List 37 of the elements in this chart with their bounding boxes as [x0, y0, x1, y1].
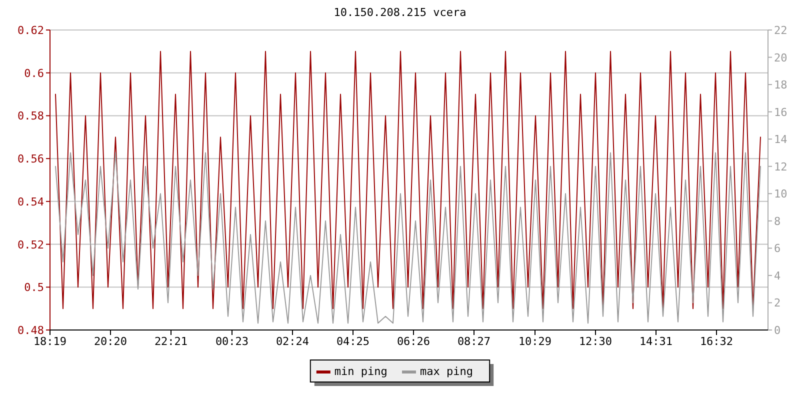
y-tick-label: 0.5	[24, 281, 44, 294]
y-tick-label: 0.48	[18, 324, 44, 337]
line-series	[55, 152, 761, 324]
y2-tick-label: 4	[774, 269, 781, 282]
x-tick-label: 06:26	[396, 335, 430, 348]
y2-tick-label: 8	[774, 214, 781, 228]
x-tick-label: 16:32	[700, 335, 734, 348]
x-tick-label: 20:20	[94, 335, 128, 348]
y2-tick-label: 10	[774, 188, 788, 201]
y-tick-label: 0.56	[18, 152, 44, 166]
y2-tick-label: 12	[774, 160, 788, 174]
chart-title: 10.150.208.215 vcera	[334, 6, 466, 19]
y2-tick-label: 6	[774, 242, 781, 256]
y2-tick-label: 16	[774, 106, 788, 119]
x-tick-label: 18:19	[33, 335, 67, 348]
legend-label: max ping	[420, 365, 473, 378]
x-tick-label: 10:29	[518, 335, 552, 348]
y-tick-label: 0.54	[18, 195, 44, 208]
y-tick-label: 0.6	[24, 66, 44, 80]
y-tick-label: 0.62	[18, 24, 44, 37]
y-tick-label: 0.52	[18, 238, 44, 252]
legend-label: min ping	[334, 365, 388, 378]
x-tick-label: 02:24	[276, 335, 310, 348]
x-tick-label: 04:25	[336, 335, 370, 348]
line-series	[55, 50, 761, 310]
x-tick-label: 22:21	[154, 335, 188, 348]
x-tick-label: 00:23	[215, 335, 249, 348]
x-tick-label: 12:30	[578, 335, 612, 348]
y-tick-label: 0.58	[18, 110, 44, 123]
y2-tick-label: 22	[774, 24, 788, 37]
x-tick-label: 08:27	[457, 335, 491, 348]
y2-tick-label: 2	[774, 296, 781, 310]
y2-tick-label: 0	[774, 324, 781, 337]
y2-tick-label: 20	[774, 51, 788, 64]
y2-tick-label: 18	[774, 78, 788, 92]
y2-tick-label: 14	[774, 133, 788, 146]
x-tick-label: 14:31	[639, 335, 673, 348]
